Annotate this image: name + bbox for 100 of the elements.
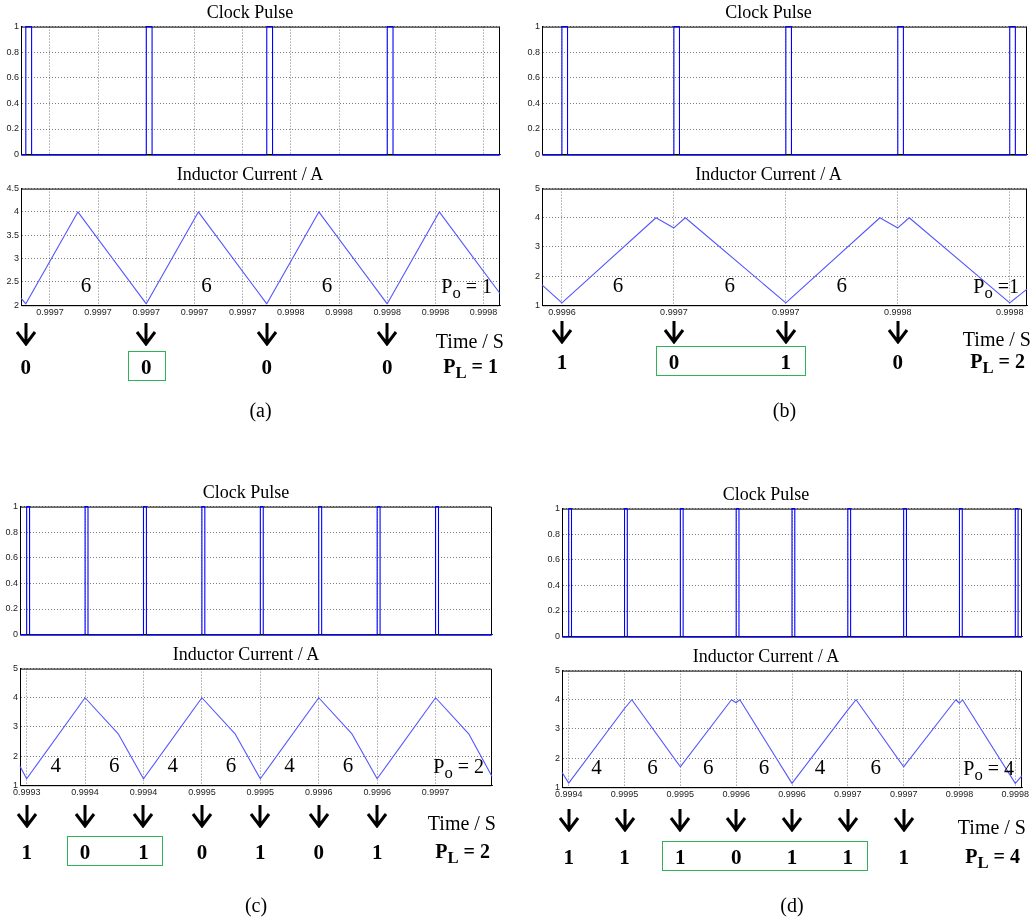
y-tick-label: 0.4	[6, 97, 19, 108]
annotation: 6	[724, 272, 736, 298]
y-tick-label: 1	[534, 21, 540, 32]
annotation: 6	[870, 754, 881, 780]
x-tick-label: 0.9998	[277, 307, 305, 318]
x-tick-label: 0.9997	[660, 307, 688, 318]
x-tick-label: 0.9995	[666, 789, 695, 800]
x-tick-label: 0.9997	[834, 789, 862, 800]
x-axis-title: Time / S	[957, 816, 1026, 839]
annotation: 6	[758, 754, 770, 780]
y-tick-label: 0.6	[5, 552, 18, 563]
y-tick-label: 0.4	[527, 97, 540, 108]
y-tick-label: 1	[554, 503, 560, 514]
y-tick-label: 0	[534, 149, 540, 160]
x-tick-label: 0.9997	[772, 307, 800, 318]
annotation: 4	[167, 752, 178, 778]
annotation: 0	[381, 354, 393, 380]
x-tick-label: 0.9995	[610, 789, 639, 800]
text: (a)	[249, 398, 272, 422]
y-tick-label: 2.5	[6, 276, 19, 287]
x-tick-label: 0.9996	[304, 787, 333, 798]
chart-title: Inductor Current / A	[176, 163, 324, 184]
y-tick-label: 0.8	[527, 46, 540, 57]
y-tick-label: 0.2	[527, 123, 540, 134]
text: (d)	[780, 893, 804, 917]
x-tick-label: 0.9996	[722, 789, 750, 800]
annotation: 1	[780, 349, 792, 375]
annotation: 1	[619, 844, 630, 870]
annotation: 4	[814, 754, 826, 780]
text: (c)	[244, 893, 268, 917]
annotation: 4	[50, 752, 62, 778]
annotation: 1	[255, 839, 266, 865]
x-tick-label: 0.9997	[421, 787, 450, 798]
x-tick-label: 0.9997	[889, 789, 918, 800]
x-tick-label: 0.9994	[71, 787, 99, 798]
y-tick-label: 4	[12, 692, 18, 703]
x-tick-label: 0.9995	[188, 787, 216, 798]
annotation: 6	[109, 752, 120, 778]
x-tick-label: 0.9996	[363, 787, 391, 798]
annotation: 1	[842, 844, 854, 870]
y-tick-label: 0.6	[527, 72, 540, 83]
x-tick-label: 0.9996	[548, 307, 576, 318]
annotation: 1	[675, 844, 686, 870]
y-tick-label: 0.4	[5, 577, 18, 588]
annotation: 0	[892, 349, 904, 375]
x-tick-label: 0.9998	[945, 789, 974, 800]
x-tick-label: 0.9993	[12, 787, 41, 798]
y-tick-label: 0.2	[547, 605, 560, 616]
x-tick-label: 0.9998	[1001, 789, 1030, 800]
x-tick-label: 0.9998	[884, 307, 912, 318]
annotation: 1	[138, 839, 149, 865]
y-tick-label: 3	[13, 253, 19, 264]
y-tick-label: 0.8	[5, 526, 18, 537]
y-tick-label: 3	[534, 241, 540, 252]
y-tick-label: 0.4	[547, 579, 560, 590]
annotation: 6	[836, 272, 848, 298]
chart-title: Clock Pulse	[725, 1, 812, 22]
annotation: 1	[371, 839, 383, 865]
annotation: 6	[201, 272, 212, 298]
annotation: 0	[668, 349, 680, 375]
annotation: 0	[141, 354, 152, 380]
annotation: 0	[261, 354, 272, 380]
y-tick-label: 1	[554, 781, 560, 792]
annotation: 0	[730, 844, 742, 870]
annotation: 1	[898, 844, 909, 870]
x-tick-label: 0.9998	[421, 307, 450, 318]
x-axis-title: Time / S	[962, 328, 1031, 351]
x-axis-title: Time / S	[427, 812, 496, 835]
y-tick-label: 1	[12, 501, 18, 512]
y-tick-label: 3	[554, 723, 560, 734]
text: P$_{L}$ = 4	[965, 845, 1020, 873]
annotation: P$_{o}$ = 2	[433, 755, 484, 784]
annotation: P$_{o}$ =1	[973, 275, 1019, 304]
annotation: 6	[703, 754, 714, 780]
y-tick-label: 0.8	[547, 528, 560, 539]
x-tick-label: 0.9996	[778, 789, 806, 800]
annotation: P$_{o}$ = 1	[441, 275, 492, 304]
x-tick-label: 0.9997	[180, 307, 209, 318]
annotation: 0	[313, 839, 324, 865]
y-tick-label: 2	[534, 270, 540, 281]
x-tick-label: 0.9997	[132, 307, 161, 318]
y-tick-label: 0.6	[547, 554, 560, 565]
y-tick-label: 0.6	[6, 72, 19, 83]
text: P$_{L}$ = 1	[443, 355, 498, 383]
x-tick-label: 0.9997	[228, 307, 257, 318]
y-tick-label: 0	[12, 629, 18, 640]
x-tick-label: 0.9995	[246, 787, 275, 798]
x-tick-label: 0.9998	[325, 307, 353, 318]
x-tick-label: 0.9998	[995, 307, 1024, 318]
y-tick-label: 5	[554, 665, 560, 676]
annotation: 4	[284, 752, 295, 778]
chart-title: Inductor Current / A	[172, 643, 320, 664]
annotation: 6	[225, 752, 237, 778]
x-tick-label: 0.9994	[554, 789, 583, 800]
y-tick-label: 1	[12, 779, 18, 790]
annotation: 6	[80, 272, 92, 298]
x-axis-title: Time / S	[435, 330, 504, 353]
chart-title: Clock Pulse	[722, 483, 810, 504]
y-tick-label: 2	[554, 752, 560, 763]
y-tick-label: 2	[13, 299, 19, 310]
